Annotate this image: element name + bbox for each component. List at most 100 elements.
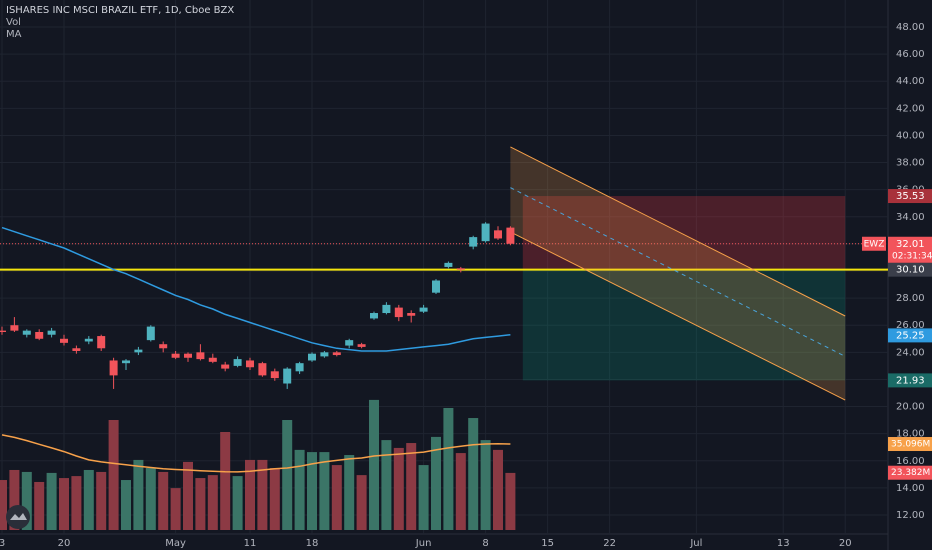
volume-bar	[319, 452, 330, 530]
volume-bar	[294, 449, 305, 530]
volume-bar	[220, 432, 231, 530]
volume-bar	[307, 452, 317, 530]
volume-tag-label: 35.096M	[891, 440, 930, 450]
volume-bar	[46, 472, 57, 530]
candle-body	[270, 371, 279, 379]
y-tick-label: 26.00	[896, 320, 925, 331]
legend-item: Vol	[6, 17, 21, 28]
volume-tag-label: 23.382M	[891, 468, 930, 478]
candle-body	[246, 360, 254, 368]
y-tick-label: 24.00	[896, 347, 925, 358]
candle-body	[60, 338, 68, 343]
price-tag-label: 25.25	[896, 330, 925, 341]
candle-body	[0, 330, 6, 332]
volume-bar	[121, 480, 131, 530]
price-tag-label: 30.10	[896, 265, 925, 276]
candle-body	[456, 268, 465, 270]
last-price-tag	[888, 236, 932, 263]
volume-bar	[331, 465, 342, 530]
symbol-tag	[862, 236, 886, 251]
candle-body	[469, 237, 478, 247]
volume-bar	[83, 469, 94, 530]
candle-body	[494, 230, 502, 239]
y-tick-label: 18.00	[896, 429, 925, 440]
candle-body	[357, 344, 366, 347]
volume-bar	[0, 480, 7, 530]
volume-bar	[406, 443, 417, 530]
y-tick-label: 44.00	[896, 76, 925, 87]
volume-bar	[282, 419, 293, 530]
price-tag-label: 35.53	[896, 191, 925, 202]
volume-bar	[232, 476, 243, 530]
channel-middle	[510, 187, 846, 357]
x-tick-label: 20	[58, 538, 71, 549]
x-tick-label: May	[165, 538, 186, 549]
candle-body	[382, 304, 391, 314]
position-target-zone	[522, 269, 846, 381]
symbol-label: EWZ	[864, 239, 885, 249]
candle-body	[394, 307, 403, 318]
volume-bar	[245, 459, 255, 530]
candle-body	[283, 368, 292, 384]
volume-bar	[9, 469, 20, 530]
volume-bar	[505, 472, 516, 530]
candle-body	[481, 223, 490, 242]
candle-body	[320, 352, 329, 357]
candle-body	[35, 332, 44, 339]
volume-bar	[393, 447, 404, 530]
channel-upper	[510, 146, 846, 317]
candle-body	[10, 325, 19, 331]
candle-body	[72, 348, 81, 351]
volume-bar	[34, 481, 45, 530]
y-tick-label: 16.00	[896, 456, 925, 467]
x-tick-label: 3	[0, 538, 5, 549]
last-price-label: 32.01	[896, 239, 925, 250]
price-tag	[888, 328, 932, 343]
x-tick-label: Jun	[415, 538, 432, 549]
candle-body	[22, 330, 31, 335]
volume-bar	[455, 453, 466, 530]
candle-body	[345, 340, 354, 346]
candle-body	[47, 330, 56, 335]
volume-bar	[443, 407, 454, 530]
y-tick-label: 42.00	[896, 103, 925, 114]
candle-body	[295, 363, 304, 372]
y-tick-label: 34.00	[896, 212, 925, 223]
x-tick-label: 18	[306, 538, 319, 549]
volume-bar	[493, 449, 503, 530]
volume-bar	[344, 455, 355, 530]
volume-bar	[381, 440, 392, 530]
y-tick-label: 20.00	[896, 402, 925, 413]
volume-bar	[71, 476, 82, 530]
position-risk-zone	[522, 196, 846, 270]
logo	[6, 505, 30, 529]
volume-bar	[431, 436, 441, 530]
candle-body	[221, 364, 230, 369]
candle-body	[184, 353, 192, 358]
volume-bar	[21, 471, 32, 530]
candle-body	[84, 338, 93, 342]
y-tick-label: 48.00	[896, 22, 925, 33]
volume-bar	[195, 478, 206, 530]
candle-body	[233, 359, 242, 366]
candle-body	[332, 352, 341, 356]
candle-body	[432, 280, 440, 293]
x-tick-label: 20	[839, 538, 852, 549]
volume-ma-line	[1, 434, 511, 473]
candle-body	[370, 313, 378, 319]
price-tag	[888, 373, 932, 388]
volume-bar	[108, 419, 119, 530]
volume-bar	[356, 475, 367, 530]
channel-lower	[510, 231, 846, 401]
volume-bar	[145, 468, 156, 530]
y-tick-label: 38.00	[896, 158, 925, 169]
candle-body	[97, 336, 106, 349]
volume-bar	[468, 418, 479, 530]
y-tick-label: 12.00	[896, 510, 925, 521]
candle-body	[159, 344, 168, 349]
x-tick-label: 15	[541, 538, 554, 549]
candle-body	[308, 353, 316, 361]
candle-body	[419, 307, 428, 312]
